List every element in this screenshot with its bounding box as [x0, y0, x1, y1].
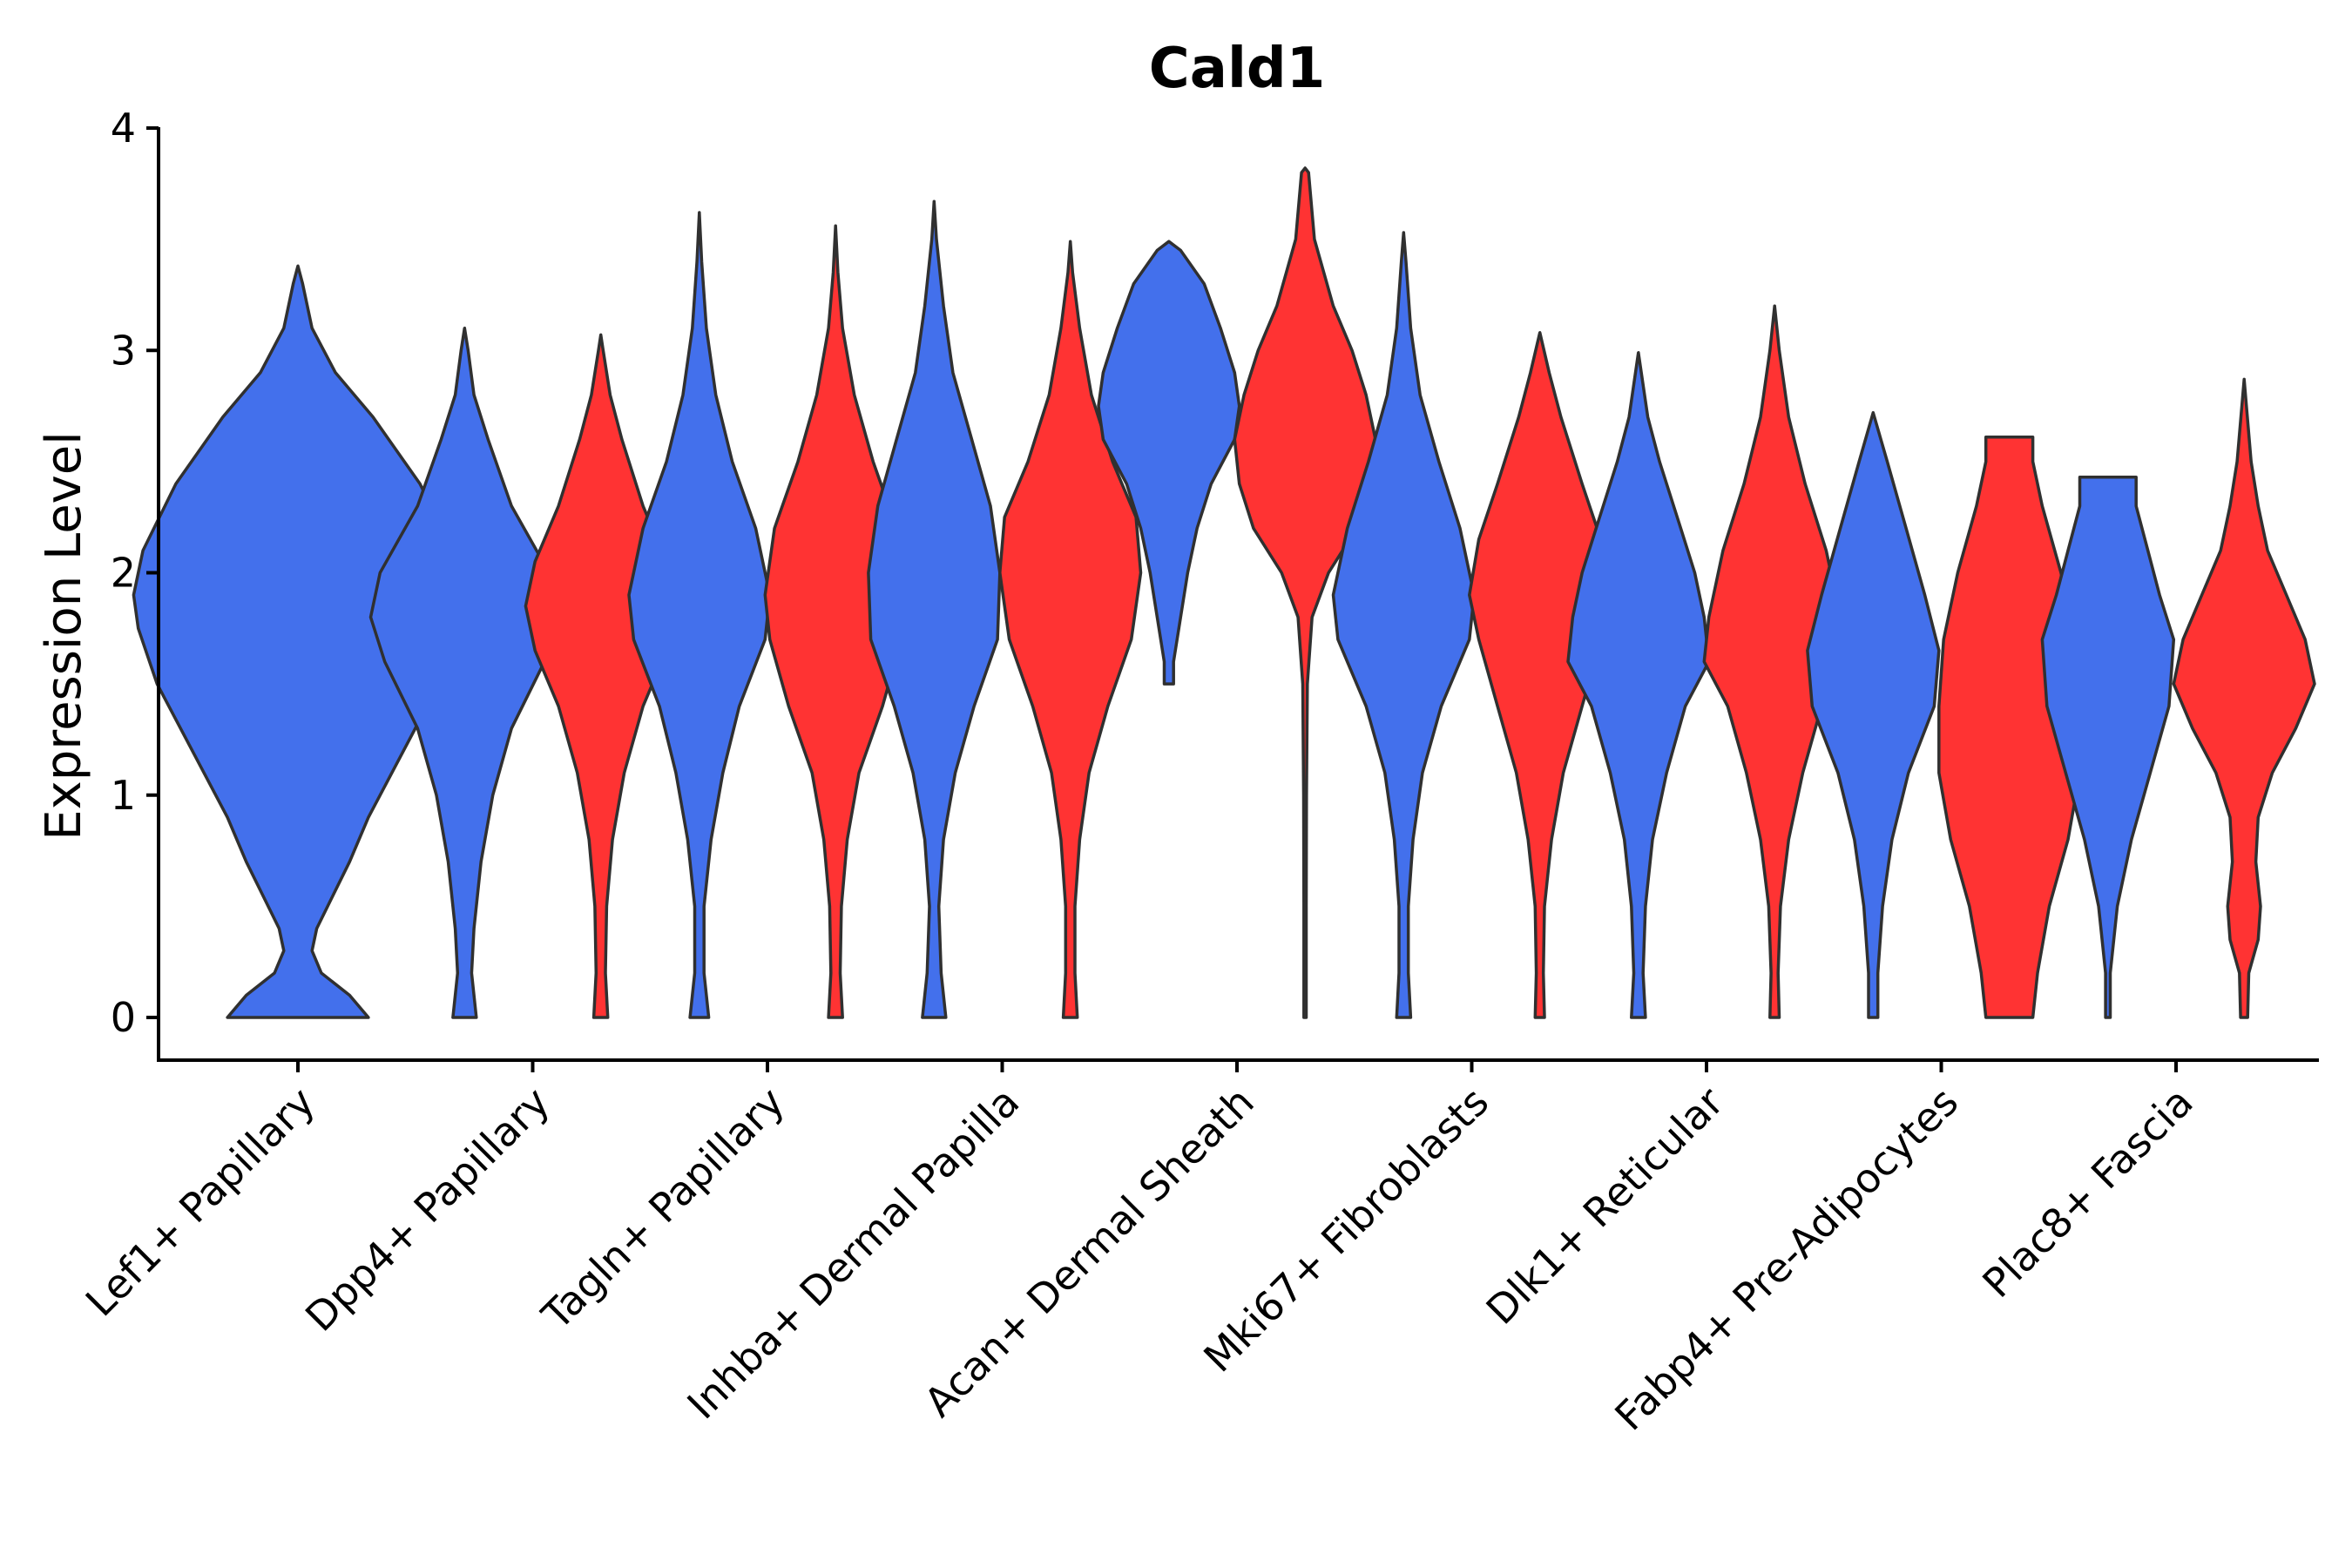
- x-tick-label: Plac8+ Fascia: [1973, 1078, 2201, 1307]
- violin-tagln-papillary-red: [763, 224, 908, 1019]
- y-tick-label: 4: [111, 105, 136, 152]
- violin-layer: [132, 166, 2316, 1019]
- violin-dpp4-papillary-blue: [368, 326, 560, 1019]
- violin-tagln-papillary-blue: [627, 211, 772, 1019]
- violin-inhba-dermal-papilla-red: [998, 240, 1143, 1019]
- violin-acan-dermal-sheath-blue: [1097, 240, 1241, 686]
- violin-mki67-fibroblasts-blue: [1331, 231, 1476, 1019]
- y-ticks: 0 1 2 3 4: [111, 105, 159, 1041]
- violin-dpp4-papillary-red: [524, 333, 678, 1019]
- x-tick-label: Lef1+ Papillary: [77, 1078, 324, 1326]
- x-tick-label: Dpp4+ Papillary: [296, 1078, 558, 1341]
- y-tick-label: 3: [111, 327, 136, 374]
- violin-plac8-fascia-blue: [2040, 475, 2176, 1019]
- chart-title: Cald1: [1149, 37, 1325, 101]
- x-tick-label: Dlk1+ Reticular: [1477, 1078, 1733, 1334]
- violin-acan-dermal-sheath-red: [1233, 166, 1377, 1019]
- violin-dlk1-reticular-red: [1702, 304, 1847, 1019]
- y-tick-label: 2: [111, 550, 136, 597]
- violin-dlk1-reticular-blue: [1566, 351, 1711, 1019]
- y-axis-label: Expression Level: [36, 431, 92, 841]
- violin-inhba-dermal-papilla-blue: [867, 199, 1002, 1019]
- violin-plac8-fascia-red: [2172, 377, 2316, 1019]
- y-tick-label: 0: [111, 994, 136, 1041]
- violin-mki67-fibroblasts-red: [1468, 331, 1612, 1019]
- x-tick-label: Tagln+ Papillary: [532, 1078, 794, 1340]
- violin-lef1-papillary-blue: [132, 264, 464, 1019]
- violin-fabp4-pre-adipocytes-blue: [1806, 410, 1941, 1019]
- y-tick-label: 1: [111, 772, 136, 819]
